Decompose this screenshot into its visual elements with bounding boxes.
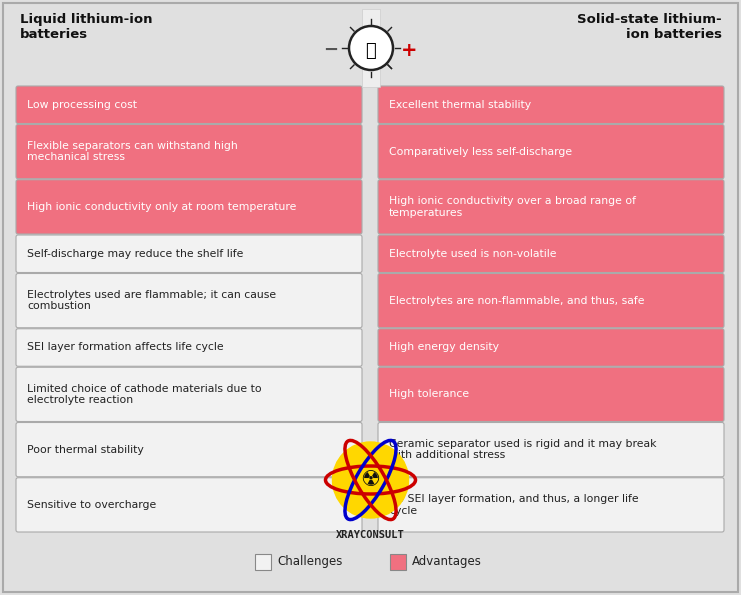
- Text: Poor thermal stability: Poor thermal stability: [27, 444, 144, 455]
- Text: Self-discharge may reduce the shelf life: Self-discharge may reduce the shelf life: [27, 249, 243, 259]
- FancyBboxPatch shape: [378, 86, 724, 124]
- Text: 💡: 💡: [365, 42, 376, 60]
- FancyBboxPatch shape: [378, 367, 724, 421]
- Circle shape: [333, 442, 408, 518]
- Text: Limited choice of cathode materials due to
electrolyte reaction: Limited choice of cathode materials due …: [27, 384, 262, 405]
- Text: Liquid lithium-ion
batteries: Liquid lithium-ion batteries: [20, 13, 153, 41]
- Text: Ceramic separator used is rigid and it may break
with additional stress: Ceramic separator used is rigid and it m…: [389, 439, 657, 461]
- Text: SEI layer formation affects life cycle: SEI layer formation affects life cycle: [27, 343, 224, 352]
- FancyBboxPatch shape: [378, 422, 724, 477]
- Text: High tolerance: High tolerance: [389, 389, 469, 399]
- Text: Advantages: Advantages: [412, 556, 482, 568]
- FancyBboxPatch shape: [378, 124, 724, 178]
- FancyBboxPatch shape: [16, 329, 362, 367]
- FancyBboxPatch shape: [16, 422, 362, 477]
- FancyBboxPatch shape: [390, 554, 406, 570]
- FancyBboxPatch shape: [16, 274, 362, 328]
- Text: +: +: [401, 40, 417, 60]
- Text: −: −: [323, 41, 339, 59]
- Text: Electrolyte used is non-volatile: Electrolyte used is non-volatile: [389, 249, 556, 259]
- FancyBboxPatch shape: [16, 86, 362, 124]
- Text: Solid-state lithium-
ion batteries: Solid-state lithium- ion batteries: [577, 13, 722, 41]
- Text: XRAYCONSULT: XRAYCONSULT: [336, 530, 405, 540]
- Text: High energy density: High energy density: [389, 343, 499, 352]
- FancyBboxPatch shape: [16, 478, 362, 532]
- FancyBboxPatch shape: [378, 329, 724, 367]
- FancyBboxPatch shape: [16, 367, 362, 421]
- FancyBboxPatch shape: [16, 235, 362, 273]
- Text: High ionic conductivity only at room temperature: High ionic conductivity only at room tem…: [27, 202, 296, 212]
- Text: ☢: ☢: [361, 470, 380, 490]
- FancyBboxPatch shape: [362, 9, 380, 87]
- Text: Flexible separators can withstand high
mechanical stress: Flexible separators can withstand high m…: [27, 141, 238, 162]
- Text: Comparatively less self-discharge: Comparatively less self-discharge: [389, 146, 572, 156]
- Text: Electrolytes used are flammable; it can cause
combustion: Electrolytes used are flammable; it can …: [27, 290, 276, 311]
- Text: Sensitive to overcharge: Sensitive to overcharge: [27, 500, 156, 510]
- Circle shape: [349, 26, 393, 70]
- Text: Excellent thermal stability: Excellent thermal stability: [389, 100, 531, 109]
- Text: High ionic conductivity over a broad range of
temperatures: High ionic conductivity over a broad ran…: [389, 196, 636, 218]
- FancyBboxPatch shape: [378, 478, 724, 532]
- FancyBboxPatch shape: [16, 124, 362, 178]
- Text: Electrolytes are non-flammable, and thus, safe: Electrolytes are non-flammable, and thus…: [389, 296, 645, 306]
- FancyBboxPatch shape: [378, 235, 724, 273]
- FancyBboxPatch shape: [378, 274, 724, 328]
- Text: No SEI layer formation, and thus, a longer life
cycle: No SEI layer formation, and thus, a long…: [389, 494, 639, 516]
- FancyBboxPatch shape: [255, 554, 271, 570]
- Text: Challenges: Challenges: [277, 556, 342, 568]
- FancyBboxPatch shape: [16, 180, 362, 234]
- Text: Low processing cost: Low processing cost: [27, 100, 137, 109]
- FancyBboxPatch shape: [378, 180, 724, 234]
